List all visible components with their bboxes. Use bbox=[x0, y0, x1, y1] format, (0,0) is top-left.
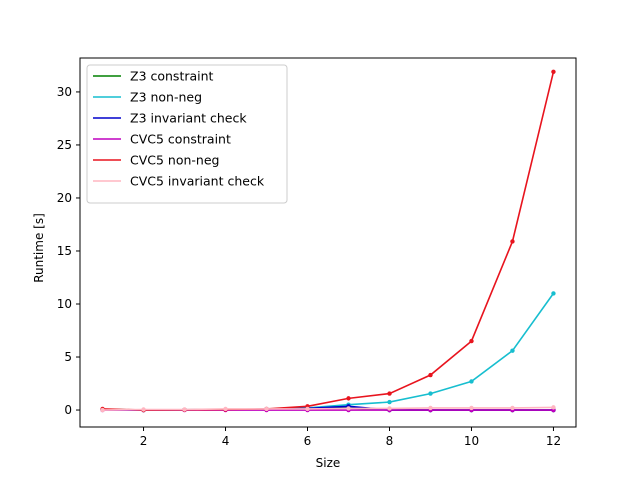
y-axis-label: Runtime [s] bbox=[32, 213, 46, 283]
data-point bbox=[428, 372, 433, 378]
y-tick-label: 10 bbox=[57, 297, 72, 311]
data-point bbox=[428, 405, 433, 411]
legend-label: CVC5 constraint bbox=[130, 132, 231, 147]
legend-label: Z3 non-neg bbox=[130, 90, 202, 105]
data-point bbox=[551, 291, 556, 296]
data-point bbox=[387, 406, 392, 411]
x-tick-label: 2 bbox=[140, 434, 148, 448]
data-point bbox=[428, 391, 433, 396]
plot-lines bbox=[100, 69, 556, 413]
data-point bbox=[141, 407, 146, 412]
x-tick-label: 12 bbox=[546, 434, 561, 448]
axes: 2 4 6 8 10 12 0 5 10 15 20 25 30 bbox=[57, 57, 577, 448]
legend-box bbox=[86, 64, 288, 204]
y-tick-label: 30 bbox=[57, 85, 72, 99]
data-point bbox=[469, 405, 474, 411]
data-point bbox=[305, 406, 310, 412]
y-tick-label: 0 bbox=[64, 403, 72, 417]
plot-frame bbox=[79, 57, 577, 428]
x-tick-label: 10 bbox=[464, 434, 479, 448]
x-tick-label: 8 bbox=[386, 434, 394, 448]
legend-label: CVC5 non-neg bbox=[130, 153, 219, 168]
data-point bbox=[469, 338, 474, 344]
data-point bbox=[346, 396, 351, 401]
x-axis-label: Size bbox=[316, 456, 341, 470]
data-point bbox=[469, 379, 474, 384]
legend-label: CVC5 invariant check bbox=[130, 174, 265, 189]
data-point bbox=[387, 391, 392, 396]
x-tick-label: 4 bbox=[222, 434, 230, 448]
data-point bbox=[223, 406, 228, 412]
data-point bbox=[182, 407, 187, 412]
y-tick-label: 15 bbox=[57, 244, 72, 258]
data-point bbox=[264, 406, 269, 412]
x-tick-label: 6 bbox=[304, 434, 312, 448]
y-tick-label: 25 bbox=[57, 138, 72, 152]
y-tick-label: 5 bbox=[64, 350, 72, 364]
data-point bbox=[551, 405, 556, 410]
legend-label: Z3 constraint bbox=[130, 69, 214, 84]
data-point bbox=[387, 399, 392, 405]
series-line-5 bbox=[102, 406, 554, 411]
data-point bbox=[510, 405, 515, 411]
data-point bbox=[510, 239, 515, 244]
data-point bbox=[551, 69, 556, 74]
series-line-1 bbox=[102, 292, 555, 411]
y-tick-label: 20 bbox=[57, 191, 72, 205]
legend: Z3 constraint Z3 non-neg Z3 invariant chec… bbox=[86, 64, 288, 204]
data-point bbox=[100, 407, 105, 413]
data-point bbox=[346, 406, 351, 411]
legend-label: Z3 invariant check bbox=[130, 111, 247, 126]
data-point bbox=[510, 348, 515, 353]
